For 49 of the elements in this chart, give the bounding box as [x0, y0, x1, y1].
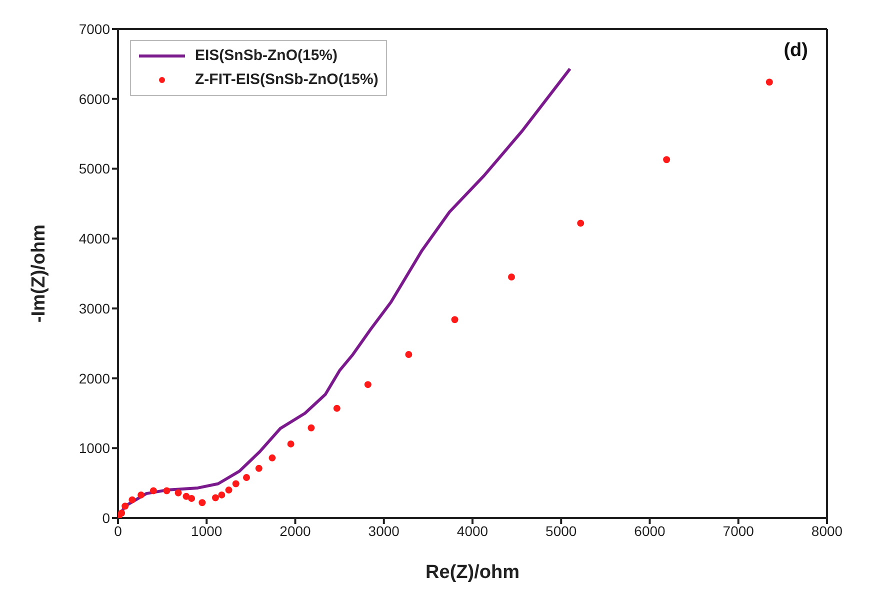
- x-tick-label: 6000: [634, 522, 666, 539]
- x-axis-title: Re(Z)/ohm: [426, 562, 520, 583]
- x-tick-label: 4000: [456, 522, 488, 539]
- x-tick-label: 7000: [722, 522, 754, 539]
- point: [174, 489, 182, 496]
- point: [255, 464, 262, 472]
- point: [122, 502, 129, 510]
- point: [508, 273, 515, 280]
- point: [182, 492, 190, 500]
- point: [138, 491, 145, 498]
- y-tick-label: 7000: [78, 20, 110, 37]
- x-tick-label: 2000: [280, 522, 312, 539]
- y-axis-title: -Im(Z)/ohm: [28, 224, 50, 323]
- x-tick-label: 5000: [546, 522, 577, 539]
- point: [163, 487, 170, 494]
- point: [225, 486, 232, 494]
- point: [198, 499, 206, 506]
- x-tick-label: 1000: [191, 522, 222, 539]
- point: [333, 404, 340, 412]
- point: [308, 424, 315, 432]
- point: [243, 474, 250, 481]
- point: [451, 316, 458, 324]
- y-tick-label: 3000: [78, 300, 110, 316]
- point: [577, 220, 584, 227]
- y-tick-label: 1000: [78, 440, 110, 456]
- x-tick-label: 3000: [368, 522, 400, 539]
- point: [188, 494, 196, 502]
- point: [218, 491, 226, 498]
- annotation: (d): [784, 40, 808, 62]
- y-tick-label: 4000: [78, 230, 110, 247]
- point: [405, 351, 412, 358]
- point: [128, 496, 136, 504]
- point: [663, 156, 670, 164]
- point: [364, 381, 372, 388]
- y-tick-label: 0: [102, 510, 110, 526]
- legend-label: Z-FIT-EIS(SnSb-ZnO(15%): [195, 70, 378, 90]
- legend-label: EIS(SnSb-ZnO(15%): [195, 46, 338, 66]
- point: [268, 454, 276, 462]
- point: [212, 494, 219, 502]
- point: [232, 480, 240, 488]
- point: [766, 78, 773, 86]
- x-tick-label: 0: [114, 522, 122, 539]
- point: [150, 487, 157, 494]
- x-tick-label: 8000: [811, 522, 843, 539]
- point: [287, 440, 294, 448]
- y-tick-label: 5000: [78, 160, 110, 177]
- y-tick-label: 6000: [78, 90, 110, 107]
- point: [118, 510, 126, 517]
- y-tick-label: 2000: [78, 370, 110, 386]
